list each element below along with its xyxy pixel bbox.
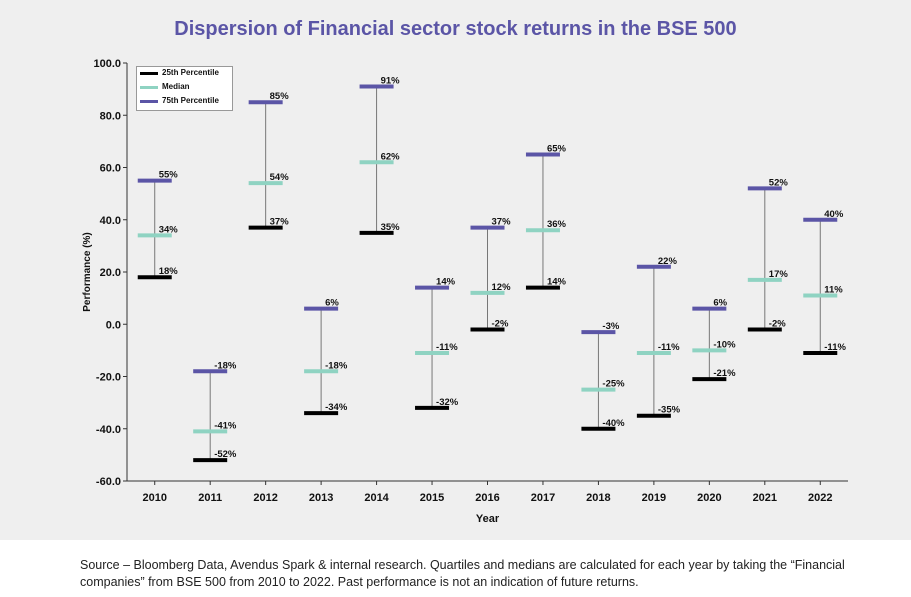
- p25-label-2020: -21%: [713, 368, 736, 379]
- p75-label-2010: 55%: [159, 170, 179, 181]
- x-tick-label: 2012: [253, 492, 277, 504]
- x-tick-label: 2015: [420, 492, 444, 504]
- x-tick-label: 2016: [475, 492, 499, 504]
- y-tick-label: 40.0: [100, 215, 121, 227]
- p75-label-2012: 85%: [270, 91, 290, 102]
- p25-label-2018: -40%: [602, 418, 625, 429]
- median-label-2011: -41%: [214, 420, 237, 431]
- median-label-2015: -11%: [436, 342, 458, 353]
- y-tick-label: 20.0: [100, 267, 121, 279]
- p75-label-2016: 37%: [492, 217, 512, 228]
- median-label-2012: 54%: [270, 172, 290, 183]
- p25-label-2022: -11%: [824, 342, 846, 353]
- y-tick-label: 100.0: [93, 58, 121, 70]
- y-tick-label: 60.0: [100, 163, 121, 175]
- x-tick-label: 2021: [753, 492, 777, 504]
- p25-label-2016: -2%: [492, 318, 509, 329]
- chart-legend: 25th Percentile Median 75th Percentile: [136, 66, 233, 111]
- x-tick-label: 2011: [198, 492, 222, 504]
- y-tick-label: 80.0: [100, 110, 121, 122]
- legend-swatch-median: [140, 86, 158, 89]
- p75-label-2021: 52%: [769, 177, 789, 188]
- y-tick-label: -20.0: [96, 372, 121, 384]
- y-axis-title: Performance (%): [82, 232, 93, 311]
- p75-label-2020: 6%: [713, 298, 727, 309]
- legend-item-median: Median: [137, 82, 232, 95]
- p25-label-2011: -52%: [214, 449, 237, 460]
- x-tick-label: 2018: [586, 492, 610, 504]
- p25-label-2010: 18%: [159, 266, 179, 277]
- p25-label-2015: -32%: [436, 397, 459, 408]
- p75-label-2014: 91%: [381, 76, 401, 87]
- range-chart: -60.0 -40.0 -20.0 0.0 20.0 40.0 60.0 80.0 100.0 2…: [82, 58, 848, 525]
- source-note: Source – Bloomberg Data, Avendus Spark &…: [80, 558, 845, 589]
- x-axis-title: Year: [476, 513, 500, 525]
- median-label-2014: 62%: [381, 151, 401, 162]
- x-tick-label: 2014: [364, 492, 389, 504]
- chart-title: Dispersion of Financial sector stock ret…: [174, 18, 737, 40]
- median-label-2022: 11%: [824, 285, 843, 296]
- legend-label-median: Median: [162, 82, 190, 91]
- p75-label-2013: 6%: [325, 298, 339, 309]
- x-tick-label: 2020: [697, 492, 721, 504]
- median-label-2019: -11%: [658, 342, 680, 353]
- median-label-2020: -10%: [713, 339, 736, 350]
- p75-label-2019: 22%: [658, 256, 678, 267]
- p25-label-2012: 37%: [270, 217, 290, 228]
- legend-label-p75: 75th Percentile: [162, 96, 219, 105]
- median-label-2017: 36%: [547, 219, 567, 230]
- p25-label-2013: -34%: [325, 402, 348, 413]
- median-label-2016: 12%: [492, 282, 512, 293]
- legend-swatch-p25: [140, 72, 158, 75]
- x-tick-label: 2017: [531, 492, 555, 504]
- p75-label-2017: 65%: [547, 143, 567, 154]
- p75-label-2015: 14%: [436, 277, 456, 288]
- y-tick-label: -60.0: [96, 476, 121, 488]
- x-tick-label: 2010: [142, 492, 166, 504]
- x-tick-label: 2019: [642, 492, 666, 504]
- legend-swatch-p75: [140, 100, 158, 103]
- p75-label-2018: -3%: [602, 321, 619, 332]
- p25-label-2019: -35%: [658, 405, 681, 416]
- x-tick-label: 2013: [309, 492, 333, 504]
- legend-item-p75: 75th Percentile: [137, 96, 232, 109]
- p25-label-2014: 35%: [381, 222, 401, 233]
- median-label-2018: -25%: [602, 379, 625, 390]
- p25-label-2017: 14%: [547, 277, 567, 288]
- median-label-2013: -18%: [325, 360, 348, 371]
- median-label-2010: 34%: [159, 224, 179, 235]
- y-tick-label: -40.0: [96, 424, 121, 436]
- y-tick-label: 0.0: [106, 319, 121, 331]
- median-label-2021: 17%: [769, 269, 789, 280]
- p25-label-2021: -2%: [769, 318, 786, 329]
- legend-item-p25: 25th Percentile: [137, 68, 232, 81]
- p75-label-2011: -18%: [214, 360, 237, 371]
- legend-label-p25: 25th Percentile: [162, 68, 219, 77]
- x-tick-label: 2022: [808, 492, 832, 504]
- p75-label-2022: 40%: [824, 209, 844, 220]
